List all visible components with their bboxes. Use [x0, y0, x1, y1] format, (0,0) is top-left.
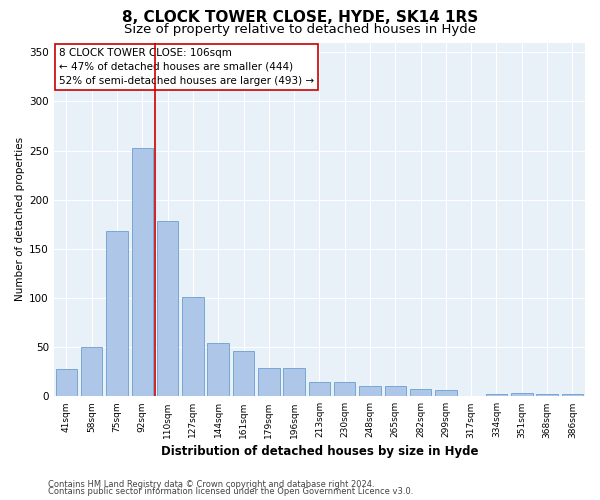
Text: Size of property relative to detached houses in Hyde: Size of property relative to detached ho… — [124, 22, 476, 36]
Bar — [410, 390, 431, 396]
Text: Contains HM Land Registry data © Crown copyright and database right 2024.: Contains HM Land Registry data © Crown c… — [48, 480, 374, 489]
Bar — [308, 382, 330, 396]
Bar — [157, 222, 178, 396]
Bar — [56, 369, 77, 396]
Bar — [233, 351, 254, 397]
Text: 8, CLOCK TOWER CLOSE, HYDE, SK14 1RS: 8, CLOCK TOWER CLOSE, HYDE, SK14 1RS — [122, 10, 478, 25]
Bar — [435, 390, 457, 396]
Bar — [182, 297, 203, 396]
X-axis label: Distribution of detached houses by size in Hyde: Distribution of detached houses by size … — [161, 444, 478, 458]
Bar — [486, 394, 507, 396]
Bar — [511, 394, 533, 396]
Bar — [258, 368, 280, 396]
Bar — [385, 386, 406, 396]
Text: 8 CLOCK TOWER CLOSE: 106sqm
← 47% of detached houses are smaller (444)
52% of se: 8 CLOCK TOWER CLOSE: 106sqm ← 47% of det… — [59, 48, 314, 86]
Bar — [562, 394, 583, 396]
Bar — [334, 382, 355, 396]
Bar — [283, 368, 305, 396]
Bar — [536, 394, 558, 396]
Bar — [106, 231, 128, 396]
Bar — [131, 148, 153, 396]
Text: Contains public sector information licensed under the Open Government Licence v3: Contains public sector information licen… — [48, 487, 413, 496]
Bar — [81, 347, 103, 397]
Bar — [208, 343, 229, 396]
Bar — [359, 386, 381, 396]
Y-axis label: Number of detached properties: Number of detached properties — [15, 138, 25, 302]
